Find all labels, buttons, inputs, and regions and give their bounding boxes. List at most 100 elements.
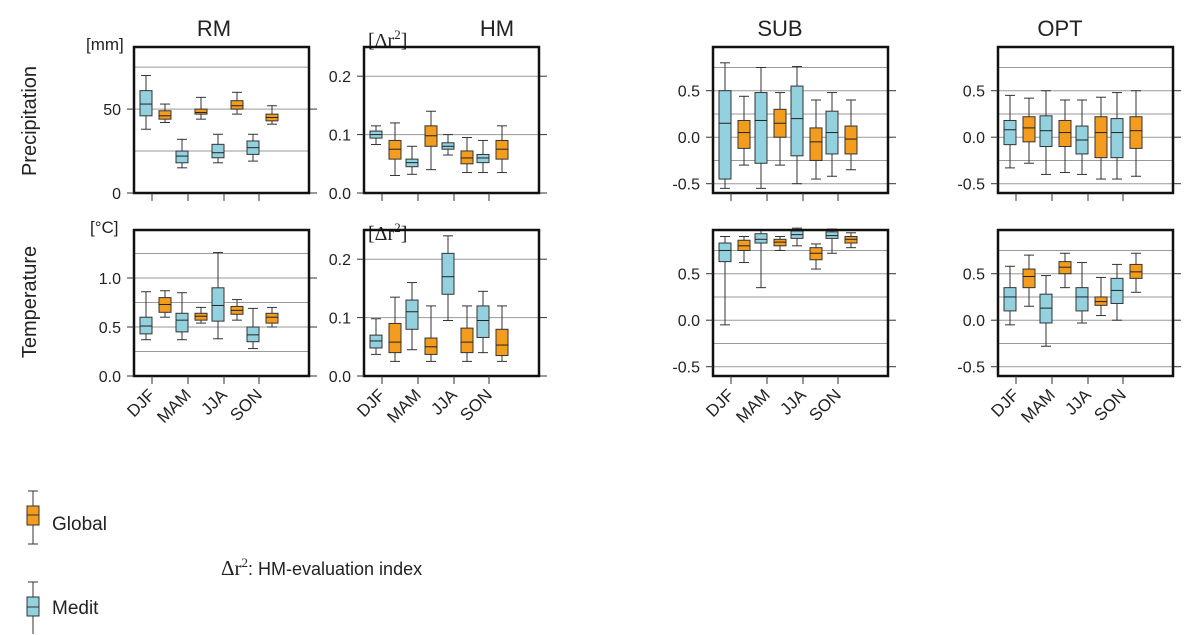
precipitation-sub-global-son-box: [844, 99, 858, 171]
temperature-rm-global-son-iqr: [265, 312, 279, 324]
temperature-sub-medit-mam-box: [754, 229, 768, 289]
temperature-opt-medit-jja-box: [1075, 262, 1089, 324]
hm-index-annotation: Δr2: HM-evaluation index: [221, 555, 422, 580]
temperature-hm-medit-djf-box: [369, 318, 383, 355]
precipitation-rm-global-mam-box: [194, 96, 208, 120]
precipitation-hm-global-djf-iqr: [388, 139, 402, 160]
temperature-hm-global-son-iqr: [495, 328, 509, 357]
temperature-rm-ytick-label: 0.0: [99, 369, 121, 386]
temperature-rm-medit-jja-iqr: [211, 287, 225, 322]
precipitation-sub-medit-son-box: [825, 92, 839, 177]
temperature-rm-ytick-label: 1.0: [99, 271, 121, 288]
precipitation-rm-global-jja-box: [230, 91, 244, 115]
temperature-hm-global-jja-iqr: [460, 327, 474, 354]
precipitation-rm-medit-mam-iqr: [175, 150, 189, 164]
unit-hm-temp: [Δr2]: [368, 220, 407, 245]
legend-medit-label: Medit: [52, 598, 99, 619]
panel-title-opt: OPT: [1037, 16, 1082, 41]
temperature-hm-global-son-box: [495, 305, 509, 362]
precipitation-sub-ytick-label: 0.5: [678, 84, 700, 101]
temperature-hm-ytick-label: 0.0: [329, 369, 351, 386]
precipitation-rm-global-son-box: [265, 105, 279, 125]
precipitation-hm-ytick-label: 0.1: [329, 128, 351, 145]
precipitation-rm-ytick-label: 50: [103, 102, 121, 119]
temperature-opt-medit-son-box: [1110, 263, 1124, 321]
unit-degc: [°C]: [90, 218, 119, 237]
temperature-sub-ytick-label: 0.0: [678, 313, 700, 330]
precipitation-hm-ytick-label: 0.0: [329, 186, 351, 203]
legend-medit-swatch: [26, 581, 40, 634]
temperature-rm-medit-jja-box: [211, 252, 225, 340]
panel-title-sub: SUB: [757, 16, 802, 41]
temperature-hm-global-mam-iqr: [424, 337, 438, 355]
precipitation-sub-ytick-label: -0.5: [672, 177, 700, 194]
precipitation-sub-global-jja-iqr: [809, 127, 823, 161]
temperature-opt-global-son-box: [1129, 252, 1143, 293]
temperature-rm-ytick-label: 0.5: [99, 320, 121, 337]
temperature-rm-medit-son-box: [246, 307, 260, 350]
temperature-hm-medit-son-iqr: [476, 305, 490, 338]
precipitation-sub-global-djf-iqr: [737, 119, 751, 149]
precipitation-rm-medit-djf-iqr: [139, 90, 153, 117]
temperature-rm-medit-djf-box: [139, 291, 153, 341]
panel-title-rm: RM: [197, 16, 231, 41]
precipitation-opt-ytick-label: 0.5: [963, 84, 985, 101]
temperature-hm-global-djf-iqr: [388, 322, 402, 354]
precipitation-opt-ytick-label: -0.5: [957, 177, 985, 194]
temperature-rm-frame: [132, 228, 311, 378]
precipitation-opt-medit-jja-box: [1075, 99, 1089, 175]
temperature-sub-medit-djf-box: [718, 236, 732, 326]
precipitation-opt-global-jja-box: [1094, 96, 1108, 180]
precipitation-hm-ytick-label: 0.2: [329, 69, 351, 86]
precipitation-sub-medit-djf-box: [718, 62, 732, 189]
precipitation-hm-medit-son-iqr: [476, 153, 490, 164]
precipitation-rm-medit-mam-box: [175, 138, 189, 169]
temperature-opt-xtick-label-mam: MAM: [1017, 385, 1058, 426]
precipitation-rm-global-djf-iqr: [158, 110, 172, 120]
precipitation-hm-medit-mam-box: [405, 145, 419, 175]
precipitation-sub-medit-jja-box: [790, 66, 804, 185]
precipitation-opt-medit-son-iqr: [1110, 118, 1124, 159]
temperature-hm-frame: [362, 228, 541, 378]
precipitation-hm-medit-djf-box: [369, 125, 383, 146]
temperature-sub-xtick-label-mam: MAM: [732, 385, 773, 426]
precipitation-sub-ytick-label: 0.0: [678, 130, 700, 147]
temperature-opt-xtick-label-jja: JJA: [1061, 385, 1095, 419]
temperature-rm-xtick-label-jja: JJA: [197, 385, 231, 419]
precipitation-rm-frame: [132, 45, 311, 195]
temperature-sub-ytick-label: -0.5: [672, 360, 700, 377]
temperature-rm-xtick-label-son: SON: [226, 385, 265, 424]
temperature-opt-global-jja-box: [1094, 276, 1108, 317]
precipitation-sub-medit-mam-box: [754, 66, 768, 189]
temperature-hm-medit-mam-iqr: [405, 299, 419, 330]
precipitation-sub-medit-mam-iqr: [754, 92, 768, 164]
precipitation-hm-global-mam-box: [424, 110, 438, 171]
temperature-rm-xtick-label-mam: MAM: [153, 385, 194, 426]
temperature-hm-medit-mam-box: [405, 282, 419, 351]
temperature-opt-xtick-label-son: SON: [1090, 385, 1129, 424]
row-label-temperature: Temperature: [19, 246, 41, 358]
precipitation-opt-frame: [996, 45, 1175, 195]
legend-global-swatch: [26, 490, 40, 545]
temperature-sub-medit-djf-iqr: [718, 242, 732, 263]
temperature-opt-xtick-label-djf: DJF: [987, 385, 1022, 420]
precipitation-opt-global-son-box: [1129, 90, 1143, 177]
temperature-sub-frame: [711, 228, 890, 378]
precipitation-opt-global-mam-box: [1058, 99, 1072, 174]
temperature-rm-medit-mam-box: [175, 292, 189, 341]
precipitation-rm-medit-son-box: [246, 133, 260, 162]
temperature-sub-medit-son-box: [825, 228, 839, 254]
panel-precip-sub: -0.5 0.0 0.5: [672, 45, 896, 201]
precipitation-opt-medit-djf-iqr: [1003, 119, 1017, 146]
precipitation-hm-global-jja-iqr: [460, 150, 474, 165]
precipitation-sub-medit-jja-iqr: [790, 85, 804, 157]
precipitation-opt-global-djf-iqr: [1022, 116, 1036, 143]
temperature-hm-medit-djf-iqr: [369, 334, 383, 349]
temperature-opt-global-mam-box: [1058, 252, 1072, 289]
precipitation-rm-medit-jja-box: [211, 133, 225, 164]
precipitation-hm-frame: [362, 45, 541, 195]
